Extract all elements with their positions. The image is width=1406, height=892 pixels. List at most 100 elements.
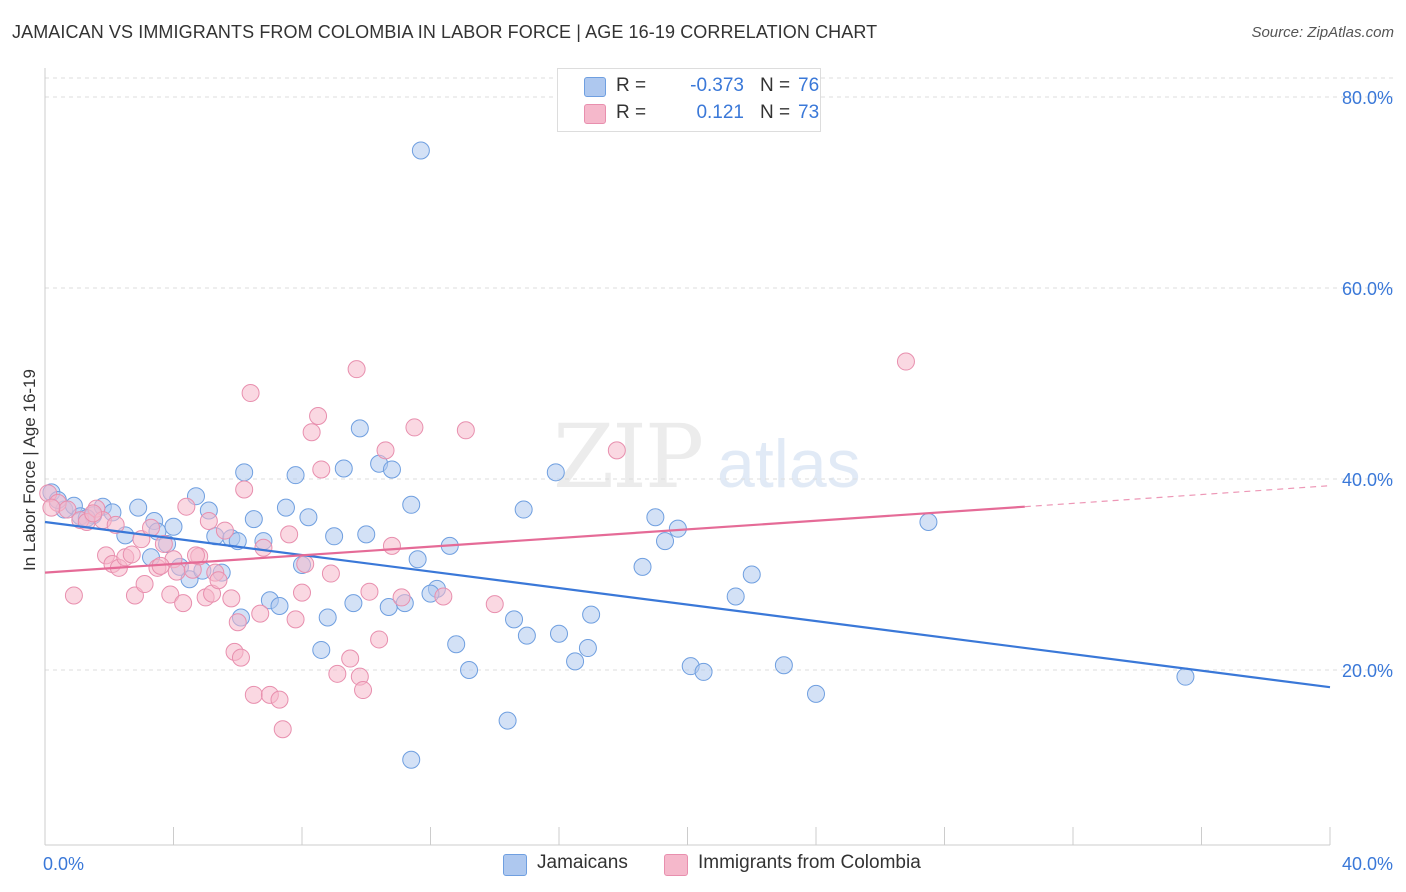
point-colombia xyxy=(64,586,83,605)
point-colombia xyxy=(174,594,193,613)
point-colombia xyxy=(382,536,401,555)
point-jamaicans xyxy=(402,750,421,769)
point-jamaicans xyxy=(164,517,183,536)
r-label: R = xyxy=(616,102,647,123)
n-value: 73 xyxy=(798,102,820,123)
point-colombia xyxy=(161,585,180,604)
point-colombia xyxy=(228,613,247,632)
point-colombia xyxy=(251,604,270,623)
watermark-atlas: atlas xyxy=(717,426,861,502)
point-colombia xyxy=(270,690,289,709)
point-colombia xyxy=(222,589,241,608)
point-colombia xyxy=(328,664,347,683)
point-colombia xyxy=(209,571,228,590)
point-jamaicans xyxy=(286,466,305,485)
legend-swatch-jamaicans xyxy=(584,77,606,97)
point-colombia xyxy=(84,504,103,523)
point-colombia xyxy=(321,564,340,583)
point-colombia xyxy=(376,441,395,460)
point-jamaicans xyxy=(807,684,825,703)
point-colombia xyxy=(241,384,260,403)
point-colombia xyxy=(42,498,61,517)
point-jamaicans xyxy=(350,419,369,438)
trendline-colombia-extrapolated xyxy=(1024,485,1331,508)
point-colombia xyxy=(244,685,263,704)
point-colombia xyxy=(302,423,321,442)
y-tick-label: 60.0% xyxy=(1342,279,1393,299)
x-tick-label: 40.0% xyxy=(1342,854,1393,874)
point-jamaicans xyxy=(566,652,585,671)
point-colombia xyxy=(312,460,331,479)
point-jamaicans xyxy=(694,662,713,681)
point-jamaicans xyxy=(505,610,524,629)
stats-legend: R = -0.373 N = 76 R = 0.121 N = 73 xyxy=(557,68,821,132)
point-colombia xyxy=(296,554,315,573)
point-colombia xyxy=(485,595,504,614)
n-value: 76 xyxy=(798,75,820,96)
point-colombia xyxy=(434,587,453,606)
point-jamaicans xyxy=(550,624,568,643)
point-jamaicans xyxy=(244,510,263,529)
legend-swatch-colombia xyxy=(664,854,688,876)
point-colombia xyxy=(135,575,154,594)
point-jamaicans xyxy=(411,141,430,160)
point-jamaicans xyxy=(344,594,363,613)
point-jamaicans xyxy=(312,640,331,659)
n-label: N = xyxy=(760,102,791,123)
point-colombia xyxy=(286,610,305,629)
point-colombia xyxy=(273,720,292,739)
point-jamaicans xyxy=(129,498,148,517)
series-legend: Jamaicans Immigrants from Colombia xyxy=(0,852,1406,878)
point-jamaicans xyxy=(498,711,517,730)
point-jamaicans xyxy=(742,565,761,584)
point-colombia xyxy=(235,480,254,499)
point-jamaicans xyxy=(408,550,427,569)
point-jamaicans xyxy=(578,639,597,658)
point-jamaicans xyxy=(774,656,793,675)
point-colombia xyxy=(167,562,186,581)
point-colombia xyxy=(293,583,311,602)
point-colombia xyxy=(392,588,411,607)
legend-label-jamaicans: Jamaicans xyxy=(537,852,628,873)
point-colombia xyxy=(231,648,250,667)
point-jamaicans xyxy=(582,605,601,624)
point-jamaicans xyxy=(382,460,401,479)
legend-swatch-jamaicans xyxy=(503,854,527,876)
point-jamaicans xyxy=(299,508,318,527)
point-jamaicans xyxy=(270,597,289,616)
point-jamaicans xyxy=(633,557,652,576)
point-colombia xyxy=(341,649,360,668)
point-colombia xyxy=(125,586,144,605)
point-colombia xyxy=(456,421,475,440)
trendline-jamaicans xyxy=(44,520,1331,689)
watermark-zip: ZIP xyxy=(553,405,704,508)
chart-title: JAMAICAN VS IMMIGRANTS FROM COLOMBIA IN … xyxy=(12,22,878,42)
x-tick-label: 0.0% xyxy=(43,854,84,874)
legend-swatch-colombia xyxy=(584,104,606,124)
point-jamaicans xyxy=(334,459,353,478)
point-colombia xyxy=(309,406,328,425)
point-colombia xyxy=(896,352,915,371)
point-jamaicans xyxy=(235,463,254,482)
point-jamaicans xyxy=(514,500,533,519)
point-jamaicans xyxy=(325,527,344,546)
point-jamaicans xyxy=(726,587,745,606)
point-jamaicans xyxy=(1176,667,1195,686)
point-jamaicans xyxy=(318,608,337,627)
legend-label-colombia: Immigrants from Colombia xyxy=(698,852,921,873)
point-colombia xyxy=(354,681,373,700)
point-colombia xyxy=(254,538,273,557)
point-jamaicans xyxy=(460,661,479,679)
trendline-colombia xyxy=(44,505,1025,574)
point-jamaicans xyxy=(646,508,665,527)
point-jamaicans xyxy=(276,498,295,517)
point-colombia xyxy=(280,525,299,544)
point-colombia xyxy=(347,360,366,379)
point-colombia xyxy=(405,418,424,437)
point-colombia xyxy=(607,441,626,460)
point-jamaicans xyxy=(402,495,421,514)
source-note: Source: ZipAtlas.com xyxy=(1251,24,1394,41)
point-colombia xyxy=(106,515,125,534)
point-jamaicans xyxy=(447,635,466,654)
point-colombia xyxy=(360,582,379,601)
